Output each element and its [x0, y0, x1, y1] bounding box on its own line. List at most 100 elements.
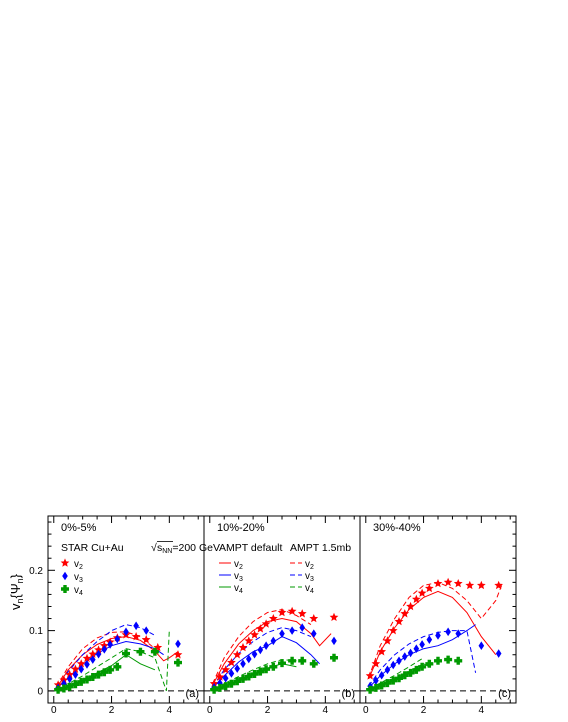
legend-sub: 3 [79, 577, 83, 584]
v3-point [245, 654, 252, 664]
v4-point [377, 681, 386, 690]
v3-point [123, 627, 129, 637]
v3-point [133, 621, 139, 631]
v4-point [444, 655, 453, 664]
y-tick-label: 0.2 [29, 566, 43, 577]
v4-point [54, 685, 63, 694]
legend-sub: 2 [310, 564, 314, 571]
v2-point [65, 670, 75, 679]
data-layer [53, 577, 504, 694]
v2-point [394, 616, 404, 626]
v4-point [221, 682, 230, 691]
legend-star-label: STAR Cu+Au [61, 542, 124, 554]
panel-data [53, 621, 183, 694]
v4-point [65, 682, 74, 691]
v3-dashed-curve [368, 630, 477, 687]
centrality-label: 0%-5% [61, 522, 97, 534]
v3-point [390, 660, 397, 670]
v2-point [227, 657, 236, 667]
v4-point [250, 670, 259, 679]
v3-point [257, 645, 264, 655]
v4-point [288, 656, 297, 665]
v2-point [443, 577, 453, 587]
v4-point [113, 662, 122, 671]
v3-point [228, 669, 235, 678]
v4-point [100, 668, 109, 677]
v3-point [251, 649, 258, 659]
v2-point [215, 672, 225, 681]
x-tick-label: 4 [479, 705, 485, 716]
legend-label-v3: v3 [74, 572, 83, 584]
v3-point [222, 673, 229, 683]
legend-ampt-15mb-title: AMPT 1.5mb [290, 542, 351, 554]
v2-point [424, 583, 434, 593]
legend-v: v [234, 583, 239, 594]
v3-point [279, 629, 285, 638]
v4-point [71, 680, 80, 689]
v3-point [101, 645, 108, 654]
legend-sqrt-sub: NN [162, 548, 172, 555]
v2-dashed-curve [212, 608, 312, 684]
v4-dashed-curve [56, 630, 170, 692]
v4-point [395, 674, 403, 683]
legend-sub: 2 [239, 564, 243, 571]
v4-point [309, 659, 318, 668]
legend-ampt-default-title: AMPT default [219, 542, 283, 554]
v3-point [378, 670, 385, 680]
v2-point [221, 665, 231, 674]
y-label-main: v [8, 603, 23, 610]
v4-point [434, 656, 442, 665]
v3-point [66, 674, 73, 684]
v2-point [238, 642, 248, 652]
v4-point [256, 667, 265, 676]
v3-point [89, 655, 96, 664]
v2-point [277, 607, 287, 617]
v2-point [297, 609, 307, 618]
v3-point [61, 679, 67, 688]
legend-dashed-label-v3: v3 [305, 571, 314, 583]
panel-data [209, 606, 339, 694]
legend-sqrt-s: s [157, 542, 162, 554]
legend-energy: =200 GeV [172, 542, 220, 554]
v2-point [244, 636, 254, 645]
x-tick-label: 0 [207, 705, 213, 716]
v3-point [455, 629, 462, 638]
v2-solid-curve [368, 590, 497, 680]
v4-point [83, 675, 91, 684]
v2-point [141, 635, 151, 644]
v3-point [143, 626, 150, 635]
v2-point [309, 613, 319, 623]
v3-point [426, 635, 433, 644]
legend-label-v4: v4 [74, 585, 83, 597]
v2-point [417, 588, 427, 597]
v4-point [210, 685, 219, 694]
v2-point [371, 659, 381, 668]
panel-data [365, 577, 504, 694]
v2-point [383, 636, 392, 645]
v2-point [465, 580, 475, 590]
legend-marker-v2 [60, 558, 70, 567]
v4-point [215, 683, 224, 692]
v3-point [270, 636, 277, 646]
legend-v: v [74, 572, 79, 583]
v2-point [261, 619, 271, 628]
y-label-sub1: n [15, 599, 25, 604]
v2-point [365, 671, 375, 680]
y-axis-label: vn{Ψn} [8, 573, 25, 610]
v4-point [330, 653, 338, 662]
v4-point [425, 659, 434, 668]
v4-point [400, 671, 409, 680]
legend-marker-v4 [61, 585, 69, 593]
v4-point [278, 659, 286, 668]
v2-point [433, 578, 443, 588]
legend-dashed-label-v2: v2 [305, 559, 314, 571]
v2-point [88, 649, 98, 658]
legend-sqrt-arg: sNN=200 GeV [157, 542, 220, 555]
v4-point [418, 662, 427, 671]
v2-point [232, 650, 242, 659]
v2-point [329, 612, 339, 622]
v4-point [239, 674, 247, 683]
v3-point [234, 664, 241, 673]
